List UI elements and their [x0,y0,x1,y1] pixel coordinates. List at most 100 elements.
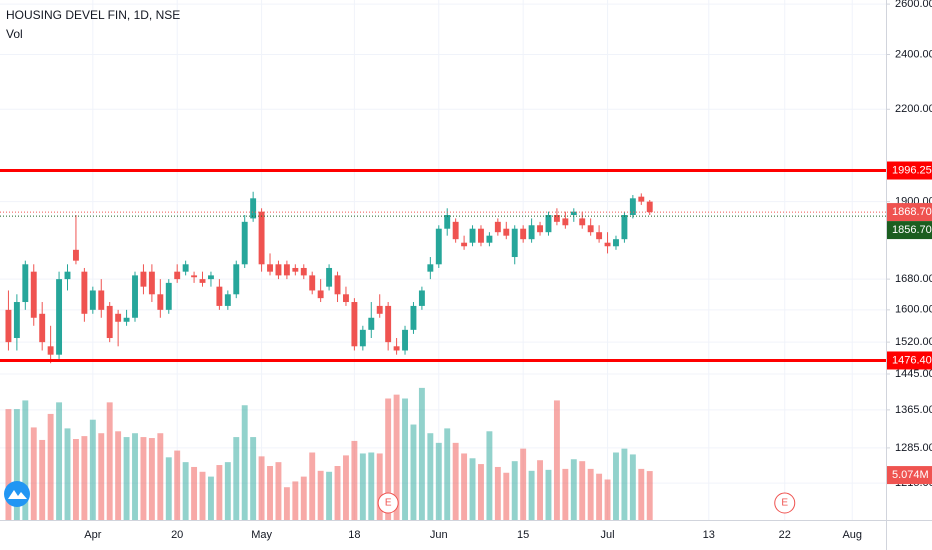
volume-bar [64,428,71,520]
volume-bar [326,471,333,520]
volume-bar [351,440,358,520]
volume-bar [410,424,417,520]
volume-bar [444,428,451,520]
y-tick-label: 1680.00 [895,273,932,285]
volume-bar [553,400,560,520]
candle-body [393,346,400,351]
volume-bar [604,479,611,520]
y-tick-label: 2600.00 [895,0,932,10]
volume-bar [275,462,282,520]
x-tick-label: Aug [842,529,862,541]
volume-bar [241,405,248,520]
volume-bar [629,454,636,520]
x-tick-label: May [251,529,272,541]
volume-bar [182,462,189,520]
candle-body [81,271,88,314]
volume-bar [72,439,79,520]
candle-body [503,228,510,236]
volume-bar [309,452,316,520]
candle-body [191,275,198,278]
price-badge-label: 1856.70 [892,224,932,236]
candle-body [553,215,560,222]
y-tick-label: 2400.00 [895,48,932,60]
price-badge-label: 1996.25 [892,164,932,176]
volume-bar [511,461,518,520]
volume-bar [22,400,29,520]
candle-body [326,267,333,287]
candle-body [359,329,366,347]
price-badge-label: 1868.70 [892,206,932,218]
candle-body [5,309,12,343]
candle-body [351,302,358,347]
candle-body [115,313,122,322]
candle-body [241,221,248,265]
volume-bar [292,481,299,520]
candle-body [427,264,434,272]
volume-bar [596,473,603,520]
candle-body [267,264,273,272]
candle-body [148,271,155,295]
candle-body [140,271,147,287]
candle-body [258,211,265,265]
candle-body [233,264,240,295]
chart-title: HOUSING DEVEL FIN, 1D, NSE [6,8,180,22]
candle-body [418,290,425,306]
volume-bar [115,431,122,520]
volume-bar [207,476,214,520]
candle-body [98,290,105,310]
volume-bar [334,466,341,520]
earnings-marker [377,492,399,514]
candle-body [250,198,257,219]
volume-bar [579,461,586,520]
volume-bar [250,437,257,520]
x-tick-label: 20 [171,529,183,541]
logo[interactable] [4,481,30,507]
candle-body [469,228,476,243]
x-tick-label: 13 [703,529,715,541]
candle-body [22,264,29,303]
volume-badge [887,466,932,485]
candle-body [537,225,543,233]
candle-body [562,218,569,226]
candle-body [596,232,603,240]
y-tick-label: 1285.00 [895,442,932,454]
volume-bar [545,469,552,520]
y-tick-label: 1365.00 [895,404,932,416]
candle-body [283,264,290,276]
candle-body [216,286,223,306]
volume-bar [478,464,484,520]
x-tick-label: Apr [84,529,101,541]
candle-body [123,317,130,322]
candle-body [309,275,316,291]
candle-body [39,313,46,343]
axes: 2600.002400.002200.001900.001680.001600.… [84,0,932,541]
candle-body [461,242,468,247]
candle-body [435,228,442,265]
x-tick-label: 22 [779,529,791,541]
volume-bar [494,466,501,520]
candle-body [165,282,172,310]
candle-body [478,228,484,243]
volume-bar [224,462,231,520]
y-tick-label: 2200.00 [895,103,932,115]
candle-body [343,294,349,303]
volume-bar [199,471,206,520]
volume-bar [148,438,155,520]
candle-body [410,305,417,330]
volume-bar [132,433,138,520]
volume-bar [427,433,434,520]
candle-body [494,221,501,233]
price-badge [887,221,932,240]
candle-body [157,294,164,310]
candle-body [486,235,493,243]
volume-bar [402,398,408,520]
logo-mark[interactable] [8,490,27,499]
y-tick-label: 1520.00 [895,336,932,348]
volume-bar [258,456,265,520]
volume-bar [359,453,366,520]
logo-circle[interactable] [4,481,30,507]
candle-body [132,275,138,318]
volume-bar [140,437,147,520]
y-tick-label: 1600.00 [895,304,932,316]
